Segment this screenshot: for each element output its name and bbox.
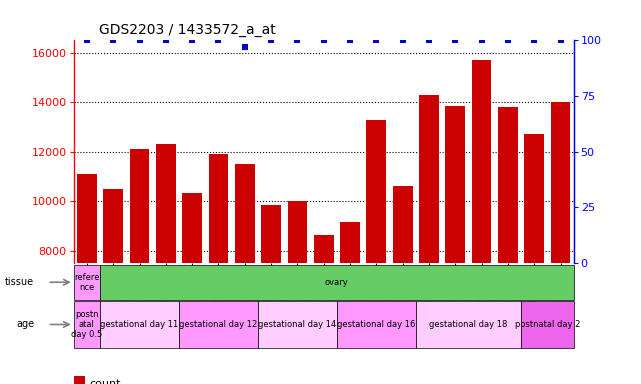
Point — [424, 37, 434, 43]
Point — [266, 37, 276, 43]
Text: age: age — [16, 319, 34, 329]
Text: refere
nce: refere nce — [74, 273, 99, 292]
Text: postn
atal
day 0.5: postn atal day 0.5 — [71, 310, 103, 339]
Bar — [179, 301, 258, 348]
Point — [319, 37, 329, 43]
Text: gestational day 12: gestational day 12 — [179, 320, 258, 329]
Bar — [182, 192, 202, 263]
Bar — [524, 134, 544, 263]
Text: gestational day 14: gestational day 14 — [258, 320, 337, 329]
Bar — [416, 301, 521, 348]
Text: gestational day 16: gestational day 16 — [337, 320, 415, 329]
Bar — [103, 189, 123, 263]
Point — [240, 44, 250, 50]
Bar — [367, 119, 386, 263]
Bar — [156, 144, 176, 263]
Bar — [258, 301, 337, 348]
Point — [397, 37, 408, 43]
Text: gestational day 18: gestational day 18 — [429, 320, 508, 329]
Point — [187, 37, 197, 43]
Text: count: count — [90, 379, 121, 384]
Text: GDS2203 / 1433572_a_at: GDS2203 / 1433572_a_at — [99, 23, 276, 36]
Bar — [74, 265, 100, 300]
Bar — [129, 149, 149, 263]
Bar — [208, 154, 228, 263]
Bar — [419, 95, 439, 263]
Bar — [314, 235, 333, 263]
Text: ovary: ovary — [325, 278, 349, 287]
Point — [371, 37, 381, 43]
Point — [503, 37, 513, 43]
Point — [450, 37, 460, 43]
Point — [345, 37, 355, 43]
Point — [108, 37, 119, 43]
Point — [476, 37, 487, 43]
Point — [213, 37, 224, 43]
Point — [292, 37, 303, 43]
Bar — [74, 301, 100, 348]
Bar — [340, 222, 360, 263]
Text: gestational day 11: gestational day 11 — [101, 320, 179, 329]
Bar — [77, 174, 97, 263]
Point — [82, 37, 92, 43]
Point — [529, 37, 539, 43]
Bar — [498, 107, 518, 263]
Bar — [393, 186, 413, 263]
Bar — [288, 201, 307, 263]
Text: tissue: tissue — [5, 277, 34, 287]
Text: postnatal day 2: postnatal day 2 — [515, 320, 580, 329]
Point — [161, 37, 171, 43]
Bar — [445, 106, 465, 263]
Point — [135, 37, 145, 43]
Bar — [551, 102, 570, 263]
Bar — [235, 164, 254, 263]
Bar — [262, 205, 281, 263]
Bar — [100, 301, 179, 348]
Bar — [337, 301, 416, 348]
Bar — [521, 301, 574, 348]
Point — [555, 37, 565, 43]
Bar — [472, 60, 492, 263]
